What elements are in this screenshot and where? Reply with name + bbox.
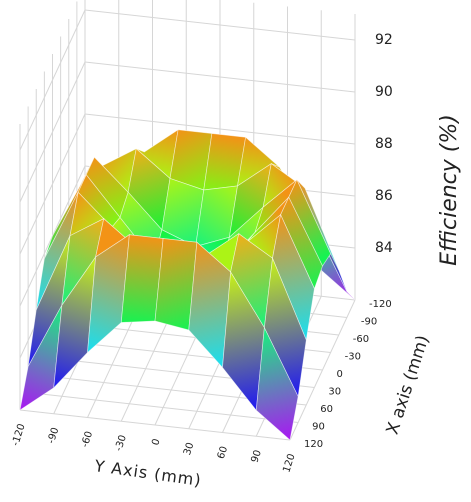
wall-grid-line bbox=[19, 9, 86, 151]
x-tick-label: -90 bbox=[361, 317, 377, 328]
y-tick-label: -60 bbox=[80, 430, 96, 449]
wall-grid-line bbox=[19, 113, 86, 255]
x-tick-label: 90 bbox=[312, 422, 325, 433]
x-tick-label: -120 bbox=[369, 299, 392, 310]
x-tick-label: -60 bbox=[353, 334, 369, 345]
wall-grid-line bbox=[84, 9, 356, 41]
y-tick-label: -120 bbox=[10, 422, 27, 447]
y-tick-label: 0 bbox=[150, 437, 162, 446]
y-tick-label: 120 bbox=[281, 452, 297, 474]
x-tick-label: 120 bbox=[304, 439, 323, 450]
z-tick-label: 88 bbox=[375, 136, 393, 152]
x-axis-title: X axis (mm) bbox=[383, 333, 434, 437]
z-axis-title: Efficiency (%) bbox=[437, 114, 462, 266]
x-tick-label: 60 bbox=[320, 404, 333, 415]
y-tick-label: 60 bbox=[216, 445, 230, 461]
x-tick-label: -30 bbox=[345, 352, 361, 363]
surface bbox=[19, 129, 356, 441]
z-tick-label: 92 bbox=[375, 32, 393, 48]
y-tick-label: -30 bbox=[113, 434, 129, 453]
wall-grid-line bbox=[84, 61, 356, 93]
y-tick-label: 90 bbox=[250, 449, 264, 465]
x-tick-label: 30 bbox=[328, 387, 341, 398]
floor-grid-line bbox=[289, 299, 356, 441]
z-tick-label: 86 bbox=[375, 188, 393, 204]
x-tick-label: 0 bbox=[337, 369, 343, 380]
surface-patch bbox=[255, 326, 299, 441]
y-tick-label: -90 bbox=[46, 426, 62, 445]
z-tick-label: 84 bbox=[375, 240, 393, 256]
y-axis-title: Y Axis (mm) bbox=[92, 456, 202, 490]
z-tick-label: 90 bbox=[375, 84, 393, 100]
wall-grid-line bbox=[84, 113, 356, 145]
wall-grid-line bbox=[19, 61, 86, 203]
y-tick-label: 30 bbox=[182, 441, 196, 457]
